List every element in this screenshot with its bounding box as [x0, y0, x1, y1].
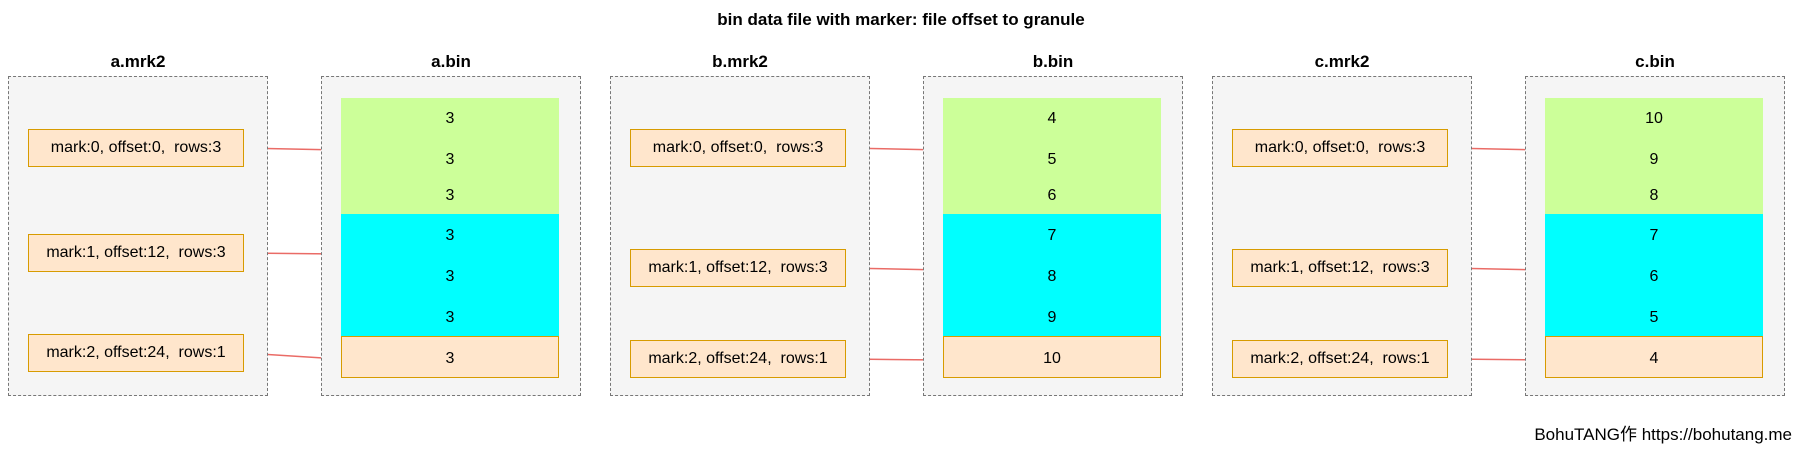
mark-entry-a-1[interactable]: mark:1, offset:12, rows:3 [28, 234, 244, 272]
granule-block-a-0 [341, 98, 559, 214]
granule-block-a-2 [341, 336, 559, 378]
granule-block-b-1 [943, 214, 1161, 336]
row-value-c-3: 7 [1649, 227, 1659, 244]
row-value-a-1: 3 [445, 151, 455, 168]
mark-entry-a-2[interactable]: mark:2, offset:24, rows:1 [28, 334, 244, 372]
mark-entry-b-2[interactable]: mark:2, offset:24, rows:1 [630, 340, 846, 378]
row-value-c-4: 6 [1649, 268, 1659, 285]
row-value-b-5: 9 [1047, 309, 1057, 326]
row-value-a-0: 3 [445, 110, 455, 127]
granule-block-c-0 [1545, 98, 1763, 214]
author-credit: BohuTANG作 https://bohutang.me [1534, 425, 1792, 444]
row-value-b-6: 10 [1043, 350, 1061, 367]
bin-file-label-b: b.bin [1032, 52, 1074, 71]
row-value-b-0: 4 [1047, 110, 1057, 127]
mrk-file-label-a: a.mrk2 [110, 52, 166, 71]
bin-file-label-a: a.bin [431, 52, 471, 71]
mark-entry-b-0[interactable]: mark:0, offset:0, rows:3 [630, 129, 846, 167]
row-value-a-2: 3 [445, 187, 455, 204]
granule-block-b-2 [943, 336, 1161, 378]
granule-block-b-0 [943, 98, 1161, 214]
mark-entry-b-1[interactable]: mark:1, offset:12, rows:3 [630, 249, 846, 287]
granule-block-c-1 [1545, 214, 1763, 336]
row-value-b-3: 7 [1047, 227, 1057, 244]
mrk-file-label-c: c.mrk2 [1314, 52, 1370, 71]
granule-block-c-2 [1545, 336, 1763, 378]
mark-entry-c-2[interactable]: mark:2, offset:24, rows:1 [1232, 340, 1448, 378]
mark-entry-a-0[interactable]: mark:0, offset:0, rows:3 [28, 129, 244, 167]
mrk-file-label-b: b.mrk2 [712, 52, 768, 71]
row-value-b-1: 5 [1047, 151, 1057, 168]
mark-entry-c-1[interactable]: mark:1, offset:12, rows:3 [1232, 249, 1448, 287]
row-value-a-6: 3 [445, 350, 455, 367]
mark-entry-c-0[interactable]: mark:0, offset:0, rows:3 [1232, 129, 1448, 167]
granule-block-a-1 [341, 214, 559, 336]
row-value-a-5: 3 [445, 309, 455, 326]
row-value-c-5: 5 [1649, 309, 1659, 326]
row-value-c-6: 4 [1649, 350, 1659, 367]
row-value-c-1: 9 [1649, 151, 1659, 168]
row-value-c-2: 8 [1649, 187, 1659, 204]
row-value-c-0: 10 [1645, 110, 1663, 127]
diagram-title: bin data file with marker: file offset t… [717, 10, 1085, 29]
row-value-a-4: 3 [445, 268, 455, 285]
row-value-b-4: 8 [1047, 268, 1057, 285]
row-value-b-2: 6 [1047, 187, 1057, 204]
bin-file-label-c: c.bin [1635, 52, 1675, 71]
row-value-a-3: 3 [445, 227, 455, 244]
